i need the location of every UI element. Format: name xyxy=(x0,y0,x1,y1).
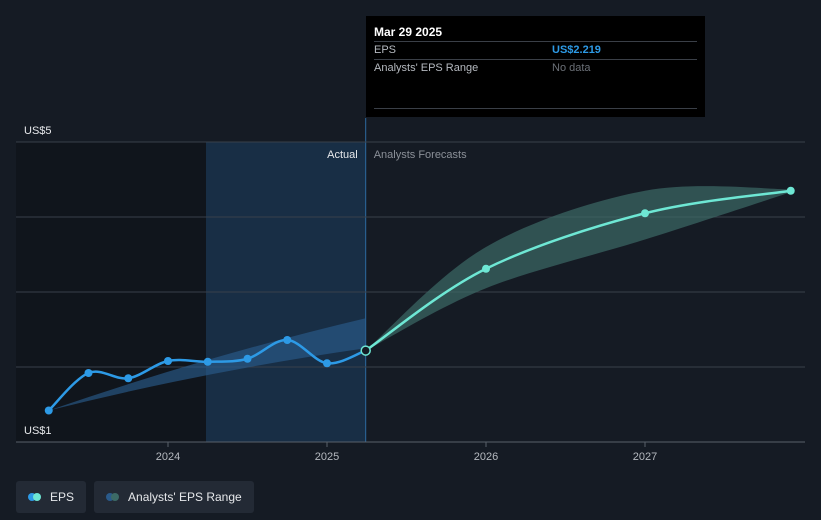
x-tick-label: 2026 xyxy=(474,451,498,463)
eps-point xyxy=(243,354,252,363)
forecast-region-label: Analysts Forecasts xyxy=(374,149,467,161)
eps-point xyxy=(124,374,133,383)
legend-item-range[interactable]: Analysts' EPS Range xyxy=(94,481,254,513)
tooltip-row-eps: EPS US$2.219 xyxy=(374,41,697,59)
legend-eps-label: EPS xyxy=(50,490,75,504)
x-tick-label: 2025 xyxy=(315,451,339,463)
eps-point xyxy=(283,336,292,344)
range-dots-icon xyxy=(106,493,120,501)
chart-tooltip: Mar 29 2025 EPS US$2.219 Analysts' EPS R… xyxy=(366,16,705,117)
x-tick-label: 2024 xyxy=(156,451,180,463)
forecast-line xyxy=(364,189,791,352)
tooltip-date: Mar 29 2025 xyxy=(374,25,443,39)
forecast-range-band xyxy=(365,186,791,351)
eps-chart: US$5 US$1 2024 2025 2026 2027 Actual Analysts F… xyxy=(16,118,805,463)
tooltip-divider xyxy=(374,108,697,109)
tooltip-range-label: Analysts' EPS Range xyxy=(374,62,479,74)
eps-point xyxy=(164,357,172,365)
forecast-point xyxy=(786,186,795,195)
eps-point xyxy=(84,369,93,377)
tooltip-eps-label: EPS xyxy=(374,44,397,56)
eps-point xyxy=(203,357,212,366)
eps-point xyxy=(44,406,53,415)
actual-region-label: Actual xyxy=(327,149,358,161)
forecast-point xyxy=(482,264,490,273)
y-tick-label: US$1 xyxy=(24,425,52,437)
eps-dots-icon xyxy=(28,493,42,501)
legend-range-label: Analysts' EPS Range xyxy=(128,490,242,504)
x-tick-label: 2027 xyxy=(633,451,657,463)
current-eps-point xyxy=(360,345,371,356)
chart-legend: EPS Analysts' EPS Range xyxy=(16,481,254,513)
tooltip-row-range: Analysts' EPS Range No data xyxy=(374,59,697,77)
tooltip-eps-value: US$2.219 xyxy=(552,44,601,56)
legend-item-eps[interactable]: EPS xyxy=(16,481,87,513)
eps-point xyxy=(323,359,331,368)
y-tick-label: US$5 xyxy=(24,125,52,137)
forecast-point xyxy=(641,209,649,218)
tooltip-range-value: No data xyxy=(552,62,591,74)
